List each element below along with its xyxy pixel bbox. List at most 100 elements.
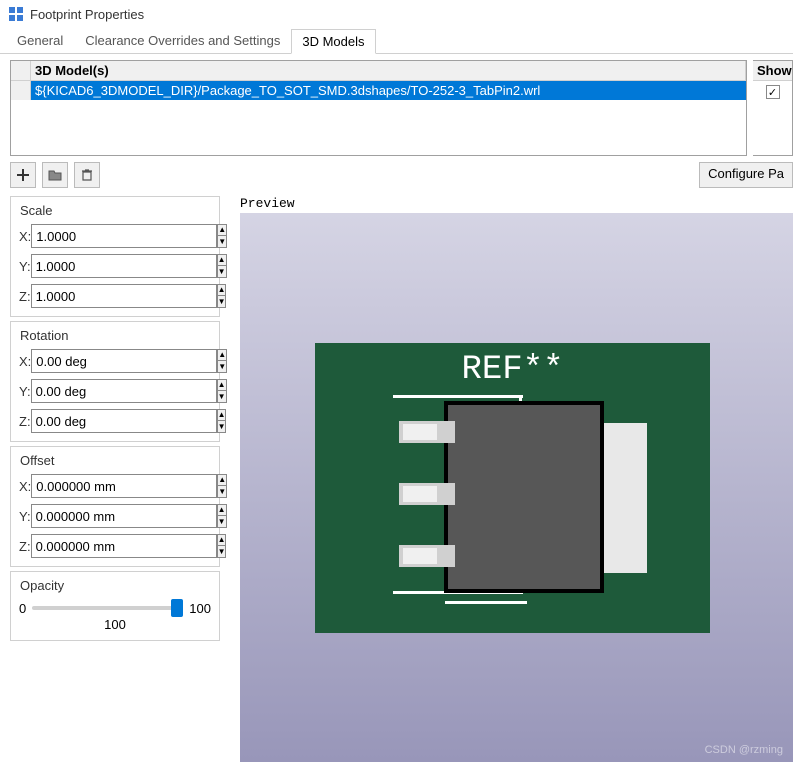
preview-area: Preview REF** CSD	[240, 196, 793, 762]
spin-up-icon[interactable]: ▲	[217, 254, 227, 266]
spin-down-icon[interactable]: ▼	[217, 546, 227, 558]
spin-up-icon[interactable]: ▲	[217, 284, 227, 296]
rotation-z-spinner: ▲ ▼	[217, 409, 227, 433]
rotation-y-spinner: ▲ ▼	[217, 379, 227, 403]
scale-y-spinner: ▲ ▼	[217, 254, 227, 278]
rotation-group: Rotation X: ▲ ▼ Y: ▲ ▼	[10, 321, 220, 442]
opacity-max: 100	[189, 601, 211, 616]
scale-z-input[interactable]	[31, 284, 217, 308]
silkscreen-line	[393, 395, 523, 398]
app-icon	[8, 6, 24, 22]
tab-general[interactable]: General	[6, 28, 74, 53]
spin-up-icon[interactable]: ▲	[217, 409, 227, 421]
rotation-x-input[interactable]	[31, 349, 217, 373]
side-panel: Scale X: ▲ ▼ Y: ▲ ▼	[10, 196, 220, 762]
rotation-x-spinner: ▲ ▼	[217, 349, 227, 373]
silkscreen-line	[445, 601, 527, 604]
toolbar-row: Configure Pa	[10, 162, 793, 188]
spin-down-icon[interactable]: ▼	[217, 421, 227, 433]
tab-3d-models[interactable]: 3D Models	[291, 29, 375, 54]
offset-y-spinner: ▲ ▼	[217, 504, 227, 528]
offset-x-label: X:	[19, 479, 31, 494]
scale-y-label: Y:	[19, 259, 31, 274]
show-checkbox[interactable]: ✓	[766, 85, 780, 99]
rotation-y-input[interactable]	[31, 379, 217, 403]
tab-pad	[603, 423, 647, 573]
spin-down-icon[interactable]: ▼	[217, 236, 227, 248]
offset-z-input[interactable]	[31, 534, 217, 558]
offset-x-spinner: ▲ ▼	[217, 474, 227, 498]
tab-clearance[interactable]: Clearance Overrides and Settings	[74, 28, 291, 53]
offset-z-spinner: ▲ ▼	[217, 534, 227, 558]
opacity-min: 0	[19, 601, 26, 616]
add-model-button[interactable]	[10, 162, 36, 188]
models-area: 3D Model(s) ${KICAD6_3DMODEL_DIR}/Packag…	[10, 60, 793, 156]
configure-paths-button[interactable]: Configure Pa	[699, 162, 793, 188]
scale-title: Scale	[17, 203, 56, 218]
toolbar-left	[10, 162, 100, 188]
pin-1	[399, 421, 455, 443]
offset-z-label: Z:	[19, 539, 31, 554]
spin-up-icon[interactable]: ▲	[217, 534, 227, 546]
row-num	[11, 81, 31, 100]
opacity-slider[interactable]	[32, 599, 183, 617]
spin-up-icon[interactable]: ▲	[217, 474, 227, 486]
ref-designator: REF**	[315, 351, 710, 389]
show-cell[interactable]: ✓	[753, 81, 792, 103]
offset-x-input[interactable]	[31, 474, 217, 498]
watermark: CSDN @rzming	[705, 744, 783, 756]
pcb-board: REF**	[315, 343, 710, 633]
scale-z-label: Z:	[19, 289, 31, 304]
preview-label: Preview	[240, 196, 793, 211]
opacity-title: Opacity	[17, 578, 67, 593]
scale-x-label: X:	[19, 229, 31, 244]
opacity-value: 100	[19, 617, 211, 632]
footprint-properties-window: Footprint Properties General Clearance O…	[0, 0, 793, 762]
show-column: Show ✓	[753, 60, 793, 156]
spin-up-icon[interactable]: ▲	[217, 349, 227, 361]
offset-y-label: Y:	[19, 509, 31, 524]
spin-up-icon[interactable]: ▲	[217, 379, 227, 391]
scale-group: Scale X: ▲ ▼ Y: ▲ ▼	[10, 196, 220, 317]
models-header: 3D Model(s)	[11, 61, 746, 81]
offset-group: Offset X: ▲ ▼ Y: ▲ ▼	[10, 446, 220, 567]
browse-button[interactable]	[42, 162, 68, 188]
spin-down-icon[interactable]: ▼	[217, 361, 227, 373]
offset-y-input[interactable]	[31, 504, 217, 528]
pin-2	[399, 483, 455, 505]
title-bar: Footprint Properties	[0, 0, 793, 28]
spin-up-icon[interactable]: ▲	[217, 224, 227, 236]
spin-down-icon[interactable]: ▼	[217, 391, 227, 403]
spin-down-icon[interactable]: ▼	[217, 296, 227, 308]
spin-down-icon[interactable]: ▼	[217, 486, 227, 498]
spin-down-icon[interactable]: ▼	[217, 266, 227, 278]
header-show[interactable]: Show	[753, 61, 792, 81]
chip-body	[444, 401, 604, 593]
header-rownum	[11, 61, 31, 80]
preview-canvas[interactable]: REF** CSDN @rzming	[240, 213, 793, 762]
offset-title: Offset	[17, 453, 57, 468]
scale-z-spinner: ▲ ▼	[217, 284, 227, 308]
rotation-z-label: Z:	[19, 414, 31, 429]
pin-3	[399, 545, 455, 567]
rotation-title: Rotation	[17, 328, 71, 343]
header-3d-models[interactable]: 3D Model(s)	[31, 61, 746, 80]
opacity-group: Opacity 0 100 100	[10, 571, 220, 641]
rotation-x-label: X:	[19, 354, 31, 369]
models-table: 3D Model(s) ${KICAD6_3DMODEL_DIR}/Packag…	[10, 60, 747, 156]
opacity-thumb[interactable]	[171, 599, 183, 617]
scale-x-input[interactable]	[31, 224, 217, 248]
scale-x-spinner: ▲ ▼	[217, 224, 227, 248]
model-row[interactable]: ${KICAD6_3DMODEL_DIR}/Package_TO_SOT_SMD…	[11, 81, 746, 100]
spin-up-icon[interactable]: ▲	[217, 504, 227, 516]
window-title: Footprint Properties	[30, 7, 144, 22]
spin-down-icon[interactable]: ▼	[217, 516, 227, 528]
rotation-z-input[interactable]	[31, 409, 217, 433]
delete-button[interactable]	[74, 162, 100, 188]
content: 3D Model(s) ${KICAD6_3DMODEL_DIR}/Packag…	[0, 54, 793, 762]
rotation-y-label: Y:	[19, 384, 31, 399]
tabs: General Clearance Overrides and Settings…	[0, 28, 793, 54]
lower-area: Scale X: ▲ ▼ Y: ▲ ▼	[10, 196, 793, 762]
scale-y-input[interactable]	[31, 254, 217, 278]
model-path[interactable]: ${KICAD6_3DMODEL_DIR}/Package_TO_SOT_SMD…	[31, 81, 746, 100]
